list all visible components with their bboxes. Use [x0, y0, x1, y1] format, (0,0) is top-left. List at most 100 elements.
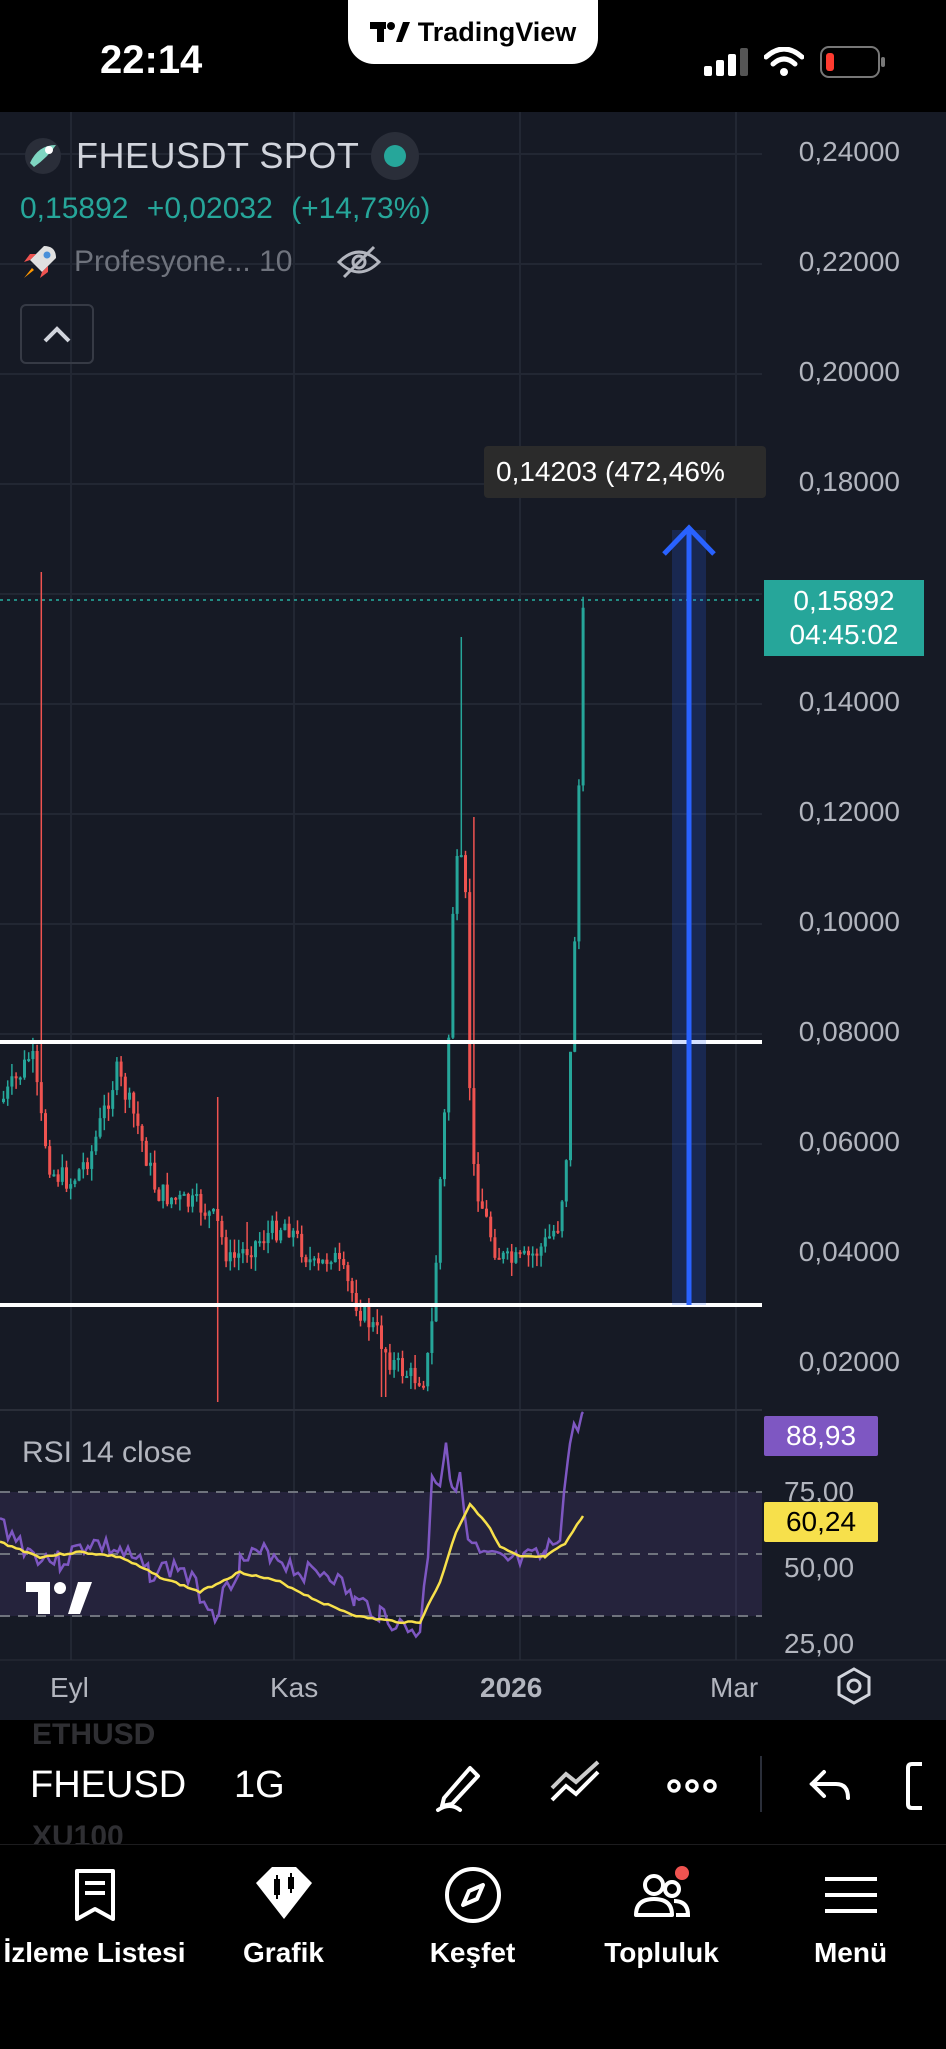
candle-body	[237, 1253, 241, 1258]
candle-body	[527, 1250, 530, 1256]
y-axis-label: 0,04000	[798, 1236, 900, 1267]
price-summary: 0,15892 +0,02032 (+14,73%)	[20, 192, 440, 226]
timeframe-button[interactable]: 1G	[234, 1764, 285, 1806]
candle-body	[380, 1325, 383, 1349]
battery-icon	[820, 46, 885, 78]
candle-body	[39, 1082, 43, 1114]
nav-menu[interactable]: Menü	[756, 1863, 945, 1969]
y-axis-label: 0,10000	[798, 906, 900, 937]
fullscreen-icon[interactable]	[906, 1756, 946, 1816]
candle-body	[233, 1252, 236, 1258]
y-axis-label: 0,12000	[798, 796, 900, 827]
candle-body	[485, 1208, 488, 1217]
measure-arrowhead-icon	[662, 524, 716, 556]
candle-body	[207, 1211, 211, 1216]
candle-body	[543, 1237, 547, 1247]
candle-body	[510, 1251, 514, 1263]
candle-body	[60, 1167, 64, 1182]
candle-body	[401, 1358, 404, 1377]
candle-body	[556, 1230, 560, 1233]
candle-body	[329, 1262, 333, 1265]
candle-body	[548, 1236, 551, 1239]
candle-body	[531, 1253, 535, 1256]
pen-icon[interactable]	[430, 1756, 490, 1816]
candle-body	[363, 1306, 367, 1321]
last-price-value: 0,15892	[793, 585, 895, 616]
nav-explore[interactable]: Keşfet	[378, 1863, 567, 1969]
candle-body	[65, 1167, 68, 1189]
x-axis-label: 2026	[480, 1672, 543, 1703]
candle-body	[249, 1255, 253, 1258]
chart-canvas[interactable]	[0, 112, 946, 1720]
candle-body	[44, 1113, 47, 1147]
nav-label: Keşfet	[429, 1937, 516, 1968]
y-axis-label: 0,18000	[798, 466, 900, 497]
candle-body	[275, 1220, 278, 1241]
candle-body	[216, 1208, 220, 1221]
candle-body	[241, 1249, 245, 1254]
candle-body	[472, 1088, 476, 1165]
candle-body	[375, 1322, 379, 1326]
nav-watchlist[interactable]: İzleme Listesi	[0, 1863, 189, 1969]
nav-chart[interactable]: Grafik	[189, 1863, 378, 1969]
trend-line-icon[interactable]	[546, 1756, 606, 1816]
symbol-title[interactable]: FHEUSDT SPOT	[76, 135, 360, 176]
eye-off-icon[interactable]	[336, 244, 382, 280]
candle-body	[455, 856, 459, 914]
candle-body	[451, 913, 455, 1038]
more-icon[interactable]	[662, 1756, 722, 1816]
candle-body	[291, 1230, 295, 1238]
x-axis-label: Mar	[710, 1672, 759, 1703]
candle-body	[350, 1281, 354, 1294]
candle-body	[195, 1194, 199, 1197]
candle-body	[346, 1265, 350, 1282]
candle-body	[396, 1358, 400, 1361]
collapse-legend-button[interactable]	[20, 304, 94, 364]
candle-body	[564, 1160, 568, 1202]
bottom-navigation: İzleme Listesi Grafik Keşfet Topluluk	[0, 1844, 946, 2049]
candle-body	[220, 1220, 224, 1238]
candle-body	[266, 1232, 270, 1244]
candle-body	[464, 855, 467, 893]
candle-body	[459, 855, 463, 858]
candle-body	[476, 1164, 480, 1202]
chart-settings-icon[interactable]	[834, 1666, 874, 1706]
candle-body	[203, 1212, 207, 1216]
candle-body	[14, 1076, 18, 1079]
last-price: 0,15892	[20, 192, 129, 225]
indicator-label[interactable]: Profesyone... 10	[74, 245, 293, 278]
rsi-level-50: 50,00	[784, 1552, 855, 1583]
rsi-title[interactable]: RSI 14 close	[22, 1436, 193, 1469]
watchlist-icon	[74, 1869, 115, 1921]
candle-body	[90, 1151, 94, 1169]
toolbar-symbol[interactable]: FHEUSD	[30, 1764, 187, 1806]
candle-body	[283, 1223, 287, 1231]
candle-body	[422, 1385, 425, 1388]
market-open-indicator	[371, 132, 420, 180]
candle-body	[81, 1162, 85, 1170]
candle-body	[279, 1230, 283, 1241]
candle-body	[506, 1251, 509, 1254]
indicator-row[interactable]: Profesyone... 10	[20, 242, 382, 282]
rsi-value-badge: 88,93	[764, 1416, 878, 1456]
candle-body	[18, 1077, 22, 1080]
menu-icon	[824, 1877, 877, 1913]
y-axis-label: 0,08000	[798, 1016, 900, 1047]
chart-area[interactable]: 0,24000 0,22000 0,20000 0,18000 0,14000 …	[0, 112, 946, 1720]
community-icon	[633, 1866, 690, 1917]
nav-community[interactable]: Topluluk	[567, 1863, 756, 1969]
candle-body	[254, 1241, 257, 1258]
candle-body	[569, 1051, 572, 1161]
chart-icon	[255, 1867, 312, 1919]
candle-body	[321, 1259, 325, 1264]
undo-icon[interactable]	[800, 1756, 860, 1816]
y-axis-label: 0,24000	[798, 136, 900, 167]
candle-body	[73, 1180, 77, 1185]
symbol-carousel-prev[interactable]: ETHUSD	[32, 1718, 156, 1751]
candle-body	[514, 1252, 518, 1263]
y-axis-label: 0,20000	[798, 356, 900, 387]
candle-body	[182, 1193, 186, 1196]
rsi-level-25: 25,00	[784, 1628, 855, 1659]
y-axis-label: 0,22000	[798, 246, 900, 277]
candle-body	[325, 1259, 329, 1264]
